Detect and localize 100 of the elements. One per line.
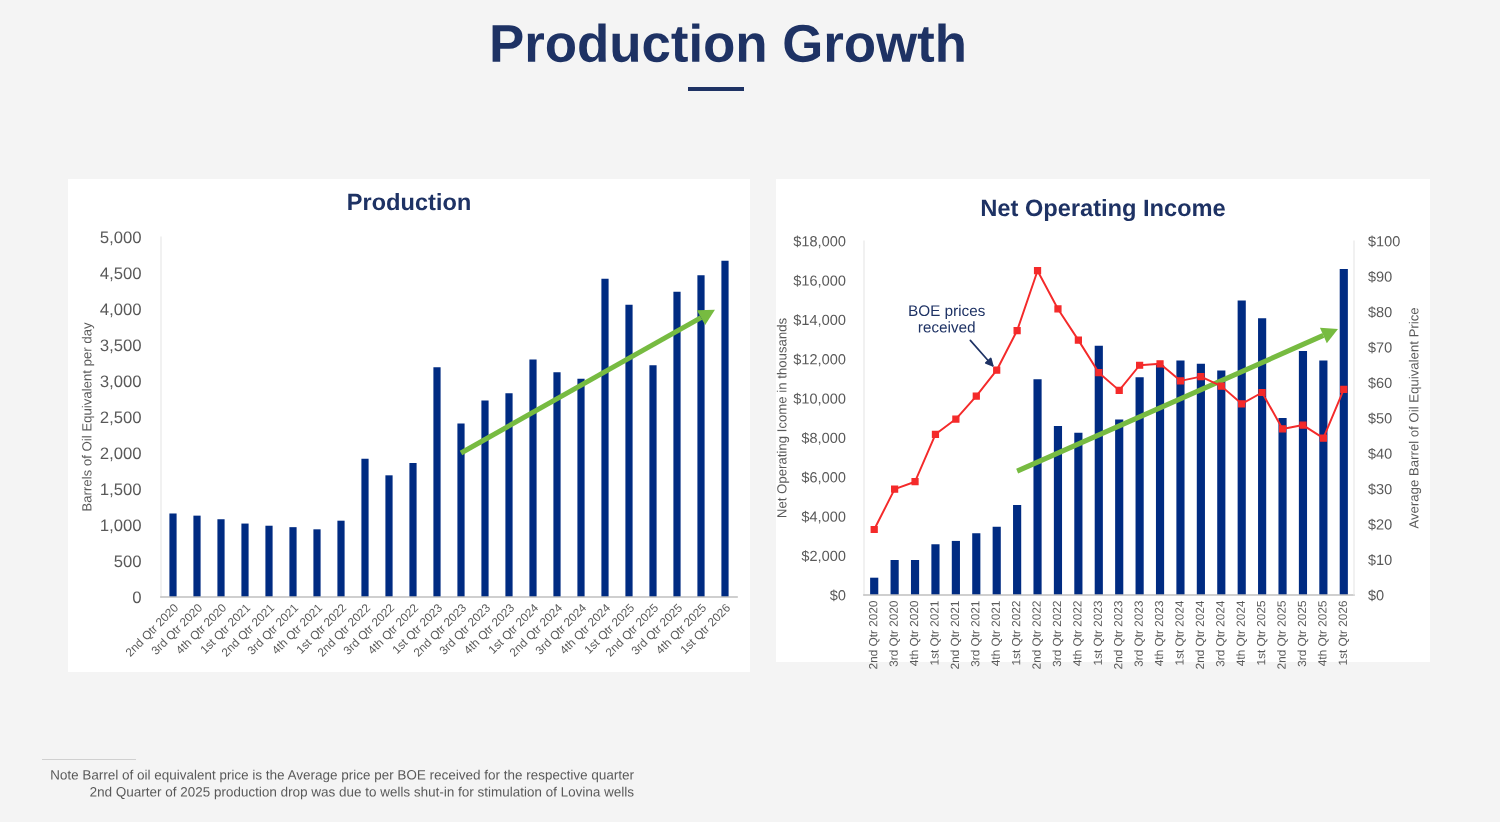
point [1156,360,1164,368]
point [1176,377,1185,385]
bar [553,372,561,597]
y2-tick-label: $30 [1368,483,1392,496]
y2-tick-label: $70 [1368,341,1392,354]
bar [890,559,899,595]
chart-title: Net Operating Income [981,198,1225,222]
y2-tick-label: $80 [1368,306,1392,319]
y-tick-label: $12,000 [793,353,846,367]
chart-title: Production [348,192,470,211]
y-tick-label: 5,000 [100,231,141,246]
y-tick-label: 4,500 [100,267,141,282]
x-tick-label: 3rd Qtr 2023 [1134,601,1145,667]
x-tick-label: 2nd Qtr 2024 [1195,600,1207,669]
y-tick-label: 4,000 [100,303,141,318]
bar [951,540,960,595]
y-tick-label: $8,000 [801,432,846,445]
y-tick-label: $4,000 [801,510,846,524]
bar [1237,300,1246,595]
point [1217,382,1225,390]
y2-tick-label: $50 [1368,412,1392,425]
text: Production Growth [492,23,964,63]
y-tick-label: 3,000 [100,375,141,390]
y-tick-label: 1,000 [101,519,141,534]
bar [1278,418,1287,595]
bar [649,365,657,597]
x-tick-label: 4th Qtr 2023 [1154,601,1166,666]
point [1258,388,1266,397]
point [1238,400,1246,408]
series-label: BOE prices received [909,304,985,333]
bar [1053,426,1063,595]
bar [217,519,225,597]
y-tick-label: 1,500 [101,483,141,498]
x-tick-label: 3rd Qtr 2021 [970,601,982,667]
bar [337,520,345,597]
x-tick-label: 1st Qtr 2024 [1175,600,1186,665]
bar [361,458,369,597]
bar [1033,379,1042,595]
bar [1319,360,1328,595]
y-tick-label: $2,000 [801,550,846,563]
x-tick-label: 4th Qtr 2024 [1236,600,1247,666]
x-tick-label: 2nd Qtr 2023 [1113,601,1125,669]
bar [1013,504,1022,595]
bar [577,378,585,597]
point [972,392,980,400]
point [1033,267,1042,275]
y2-axis-title: Average Barrel of Oil Equivalent Price [1408,307,1422,529]
x-tick-label: 4th Qtr 2021 [991,601,1002,666]
bar [505,393,513,597]
bar [1217,370,1226,595]
bar [870,577,879,595]
bar [1074,432,1083,595]
point [1299,421,1307,429]
x-tick-label: 1st Qtr 2025 [1256,601,1268,665]
point [1197,372,1205,381]
text: 2nd Quarter of 2025 production drop was due to wells shut-in for stimulation of Lovina wells [90,786,634,800]
point [952,415,960,423]
x-tick-label: 1st Qtr 2021 [930,601,941,665]
bar [1176,360,1185,595]
bar [601,278,609,597]
y-tick-label: $6,000 [801,471,846,485]
bar [1258,318,1267,595]
y-axis-title: Barrels of Oil Equivalent per day [81,322,95,511]
point [1136,361,1144,369]
y2-tick-label: $20 [1368,518,1392,531]
bar [481,400,489,597]
y-tick-label: $16,000 [793,274,846,288]
bar [673,291,681,597]
bar [265,525,273,597]
y-tick-label: $0 [829,589,846,602]
bar [931,544,940,595]
y-tick-label: 500 [114,555,141,568]
y2-tick-label: $100 [1368,235,1400,248]
y-tick-label: $14,000 [793,314,846,327]
x-tick-label: 2nd Qtr 2022 [1032,601,1043,669]
x-tick-label: 3rd Qtr 2025 [1297,601,1309,667]
x-tick-label: 2nd Qtr 2020 [868,601,880,669]
bar [972,533,981,595]
x-tick-label: 1st Qtr 2022 [1011,601,1023,665]
x-tick-label: 1st Qtr 2023 [1093,601,1105,665]
bar [1298,350,1308,595]
point [1278,425,1287,433]
bar [625,304,633,597]
x-tick-label: 2nd Qtr 2025 [1277,601,1288,669]
bar [433,367,441,597]
y2-tick-label: $10 [1368,554,1392,566]
y-tick-label: $10,000 [793,392,846,406]
bar [193,515,201,597]
bar [313,529,321,597]
x-tick-label: 4th Qtr 2020 [909,601,921,666]
point [1095,369,1103,377]
point [993,366,1001,374]
y-tick-label: $18,000 [793,235,846,249]
point [891,485,899,493]
bar [169,513,177,597]
x-tick-label: 3rd Qtr 2020 [889,601,900,667]
x-tick-label: 1st Qtr 2026 [1338,601,1350,665]
y2-tick-label: $90 [1368,270,1392,283]
bar [385,475,393,597]
point [1054,305,1062,313]
